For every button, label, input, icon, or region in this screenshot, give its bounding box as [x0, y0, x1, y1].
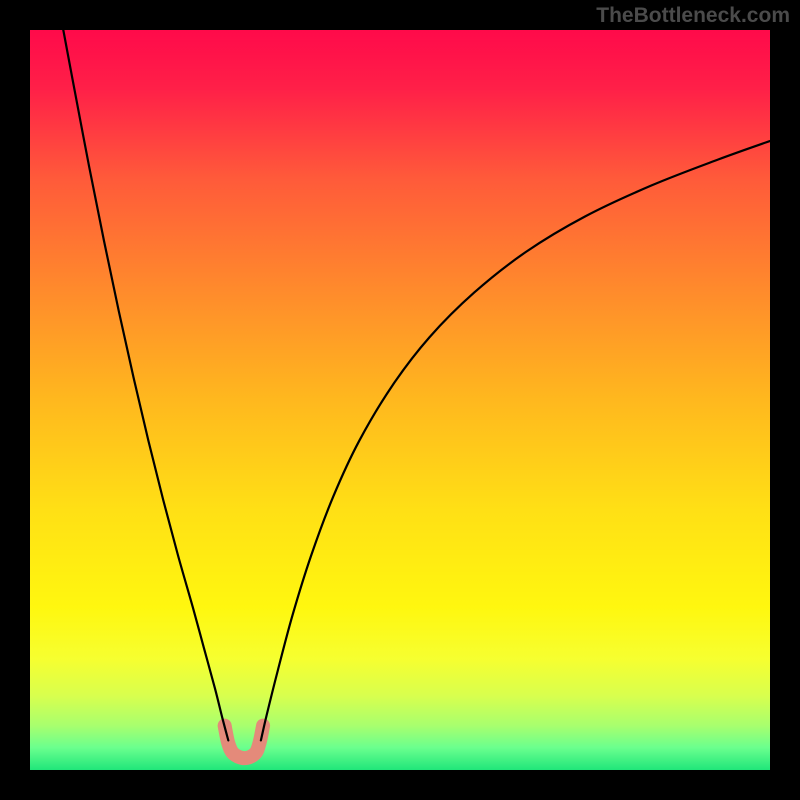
- watermark-text: TheBottleneck.com: [596, 4, 790, 28]
- curve-right-branch: [261, 141, 770, 740]
- figure-root: TheBottleneck.com: [0, 0, 800, 800]
- curves-svg: [30, 30, 770, 770]
- trough-marker: [225, 726, 263, 759]
- curve-left-branch: [63, 30, 228, 740]
- plot-area: [30, 30, 770, 770]
